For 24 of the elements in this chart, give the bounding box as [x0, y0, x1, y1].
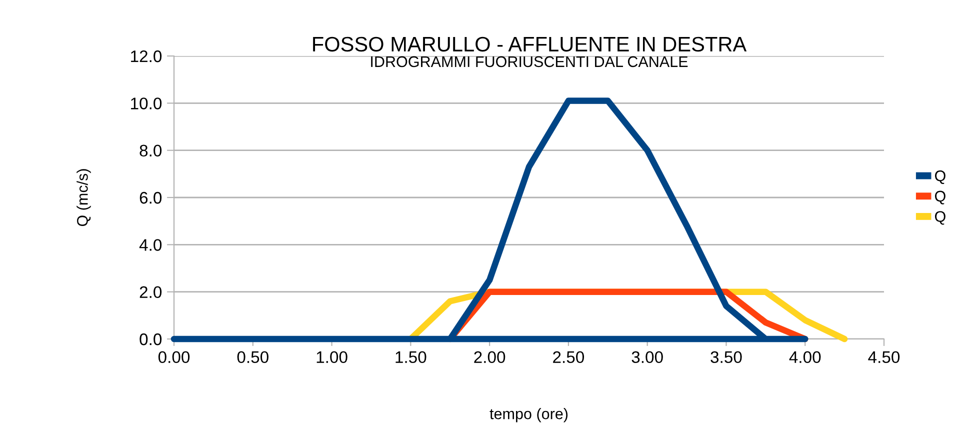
x-tick-label: 1.00: [316, 351, 348, 364]
x-tick-label: 0.00: [158, 351, 190, 364]
y-axis-title: Q (mc/s): [76, 169, 91, 226]
y-tick-label: 0.0: [140, 333, 162, 346]
y-tick-label: 4.0: [139, 239, 162, 251]
x-tick-label: 2.00: [474, 351, 506, 364]
x-tick-label: 3.50: [710, 351, 742, 364]
x-tick-label: 1.50: [396, 351, 426, 364]
x-tick-label: 0.50: [237, 351, 268, 364]
x-tick-label: 3.00: [632, 351, 663, 364]
y-tick-label: 12.0: [131, 50, 162, 62]
y-tick-label: 10.0: [131, 98, 162, 110]
x-tick-label: 4.50: [868, 351, 900, 364]
x-tick-label: 4.00: [789, 351, 821, 364]
x-axis-title: tempo (ore): [490, 408, 568, 422]
y-tick-label: 2.0: [140, 286, 162, 298]
legend-label: Q: [935, 170, 946, 184]
chart-title: FOSSO MARULLO - AFFLUENTE IN DESTRA: [313, 36, 747, 52]
legend-label: Q: [935, 211, 946, 225]
chart-subtitle: IDROGRAMMI FUORIUSCENTI DAL CANALE: [371, 56, 688, 68]
legend-label: Q: [935, 190, 946, 204]
x-tick-label: 2.50: [553, 351, 584, 364]
y-tick-label: 6.0: [140, 192, 162, 204]
y-tick-label: 8.0: [140, 144, 162, 157]
